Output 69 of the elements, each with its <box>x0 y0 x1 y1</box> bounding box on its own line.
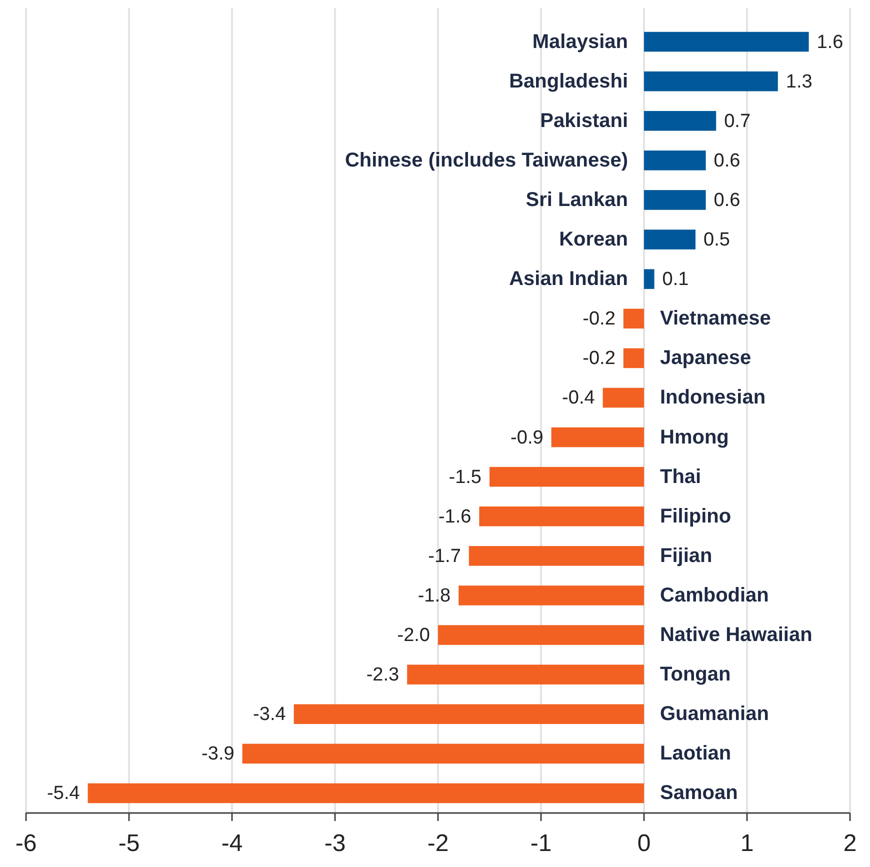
y-tick-label: Native Hawaiian <box>660 624 812 646</box>
bar <box>458 586 644 606</box>
x-tick-label: -3 <box>324 830 346 857</box>
y-tick-label: Pakistani <box>540 110 628 132</box>
data-label: -2.3 <box>366 664 400 686</box>
y-tick-label: Malaysian <box>532 30 628 53</box>
data-label: 0.6 <box>714 150 740 172</box>
data-label: -1.8 <box>418 585 451 606</box>
data-label: -1.5 <box>448 466 482 488</box>
bar <box>644 269 654 289</box>
y-tick-label: Korean <box>559 228 628 251</box>
bar <box>602 388 644 408</box>
y-tick-label: Chinese (includes Taiwanese) <box>344 149 628 172</box>
bar <box>294 704 644 724</box>
y-tick-label: Hmong <box>660 426 729 448</box>
bar <box>644 71 778 92</box>
x-tick-label: 2 <box>843 830 857 857</box>
data-label: 0.1 <box>662 269 689 290</box>
bar <box>551 427 644 448</box>
y-tick-label: Laotian <box>660 742 732 765</box>
y-tick-label: Tongan <box>660 664 731 686</box>
bar <box>88 783 644 804</box>
y-tick-label: Sri Lankan <box>526 188 628 211</box>
data-label: -5.4 <box>47 783 80 804</box>
x-tick-label: -4 <box>221 830 243 857</box>
data-label: -0.2 <box>582 308 616 330</box>
bar <box>644 190 706 210</box>
x-tick-label: 1 <box>740 830 754 857</box>
bar <box>644 32 809 52</box>
y-tick-label: Thai <box>660 466 702 488</box>
data-label: 0.6 <box>714 190 740 211</box>
bar <box>438 625 644 645</box>
data-label: 1.3 <box>786 71 812 92</box>
data-label: 0.7 <box>724 110 751 132</box>
bar <box>623 308 644 329</box>
x-tick-label: -1 <box>530 830 552 857</box>
y-tick-label: Japanese <box>660 347 752 370</box>
y-tick-label: Bangladeshi <box>509 70 628 92</box>
bar <box>407 664 644 684</box>
bar <box>644 110 716 131</box>
bar <box>644 230 696 250</box>
bar <box>623 348 644 368</box>
y-tick-label: Asian Indian <box>509 268 628 290</box>
x-tick-label: 0 <box>637 830 651 857</box>
data-label: -0.9 <box>510 427 544 448</box>
x-tick-label: -6 <box>15 830 37 857</box>
y-tick-label: Guamanian <box>660 703 769 726</box>
data-label: -0.2 <box>582 348 616 370</box>
bar <box>479 506 644 526</box>
data-label: -3.9 <box>202 744 234 765</box>
y-tick-label: Filipino <box>660 505 732 528</box>
y-tick-label: Indonesian <box>660 386 766 409</box>
bar <box>242 744 644 764</box>
data-label: -2.0 <box>397 625 430 646</box>
data-label: -1.6 <box>438 506 472 528</box>
data-label: -0.4 <box>562 388 596 409</box>
y-tick-label: Cambodian <box>660 584 769 606</box>
y-tick-label: Vietnamese <box>660 308 771 330</box>
x-tick-label: -5 <box>118 830 140 857</box>
data-label: -3.4 <box>253 704 286 726</box>
data-label: -1.7 <box>428 546 461 567</box>
data-label: 0.5 <box>704 230 730 251</box>
bar <box>468 546 644 566</box>
y-tick-label: Samoan <box>660 782 738 804</box>
x-tick-label: -2 <box>427 830 449 857</box>
data-label: 1.6 <box>816 32 844 53</box>
y-tick-label: Fijian <box>660 544 712 567</box>
bar <box>644 150 706 170</box>
bar <box>490 466 644 487</box>
